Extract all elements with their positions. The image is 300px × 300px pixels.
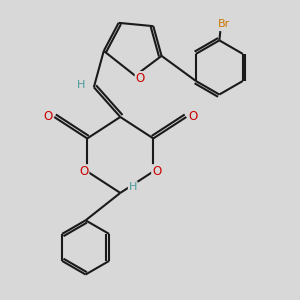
Text: O: O xyxy=(136,72,145,85)
Text: O: O xyxy=(79,165,88,178)
Text: H: H xyxy=(76,80,85,90)
Text: O: O xyxy=(188,110,198,124)
Text: O: O xyxy=(152,165,161,178)
Text: O: O xyxy=(43,110,52,124)
Text: Br: Br xyxy=(218,19,230,29)
Text: H: H xyxy=(129,182,137,192)
